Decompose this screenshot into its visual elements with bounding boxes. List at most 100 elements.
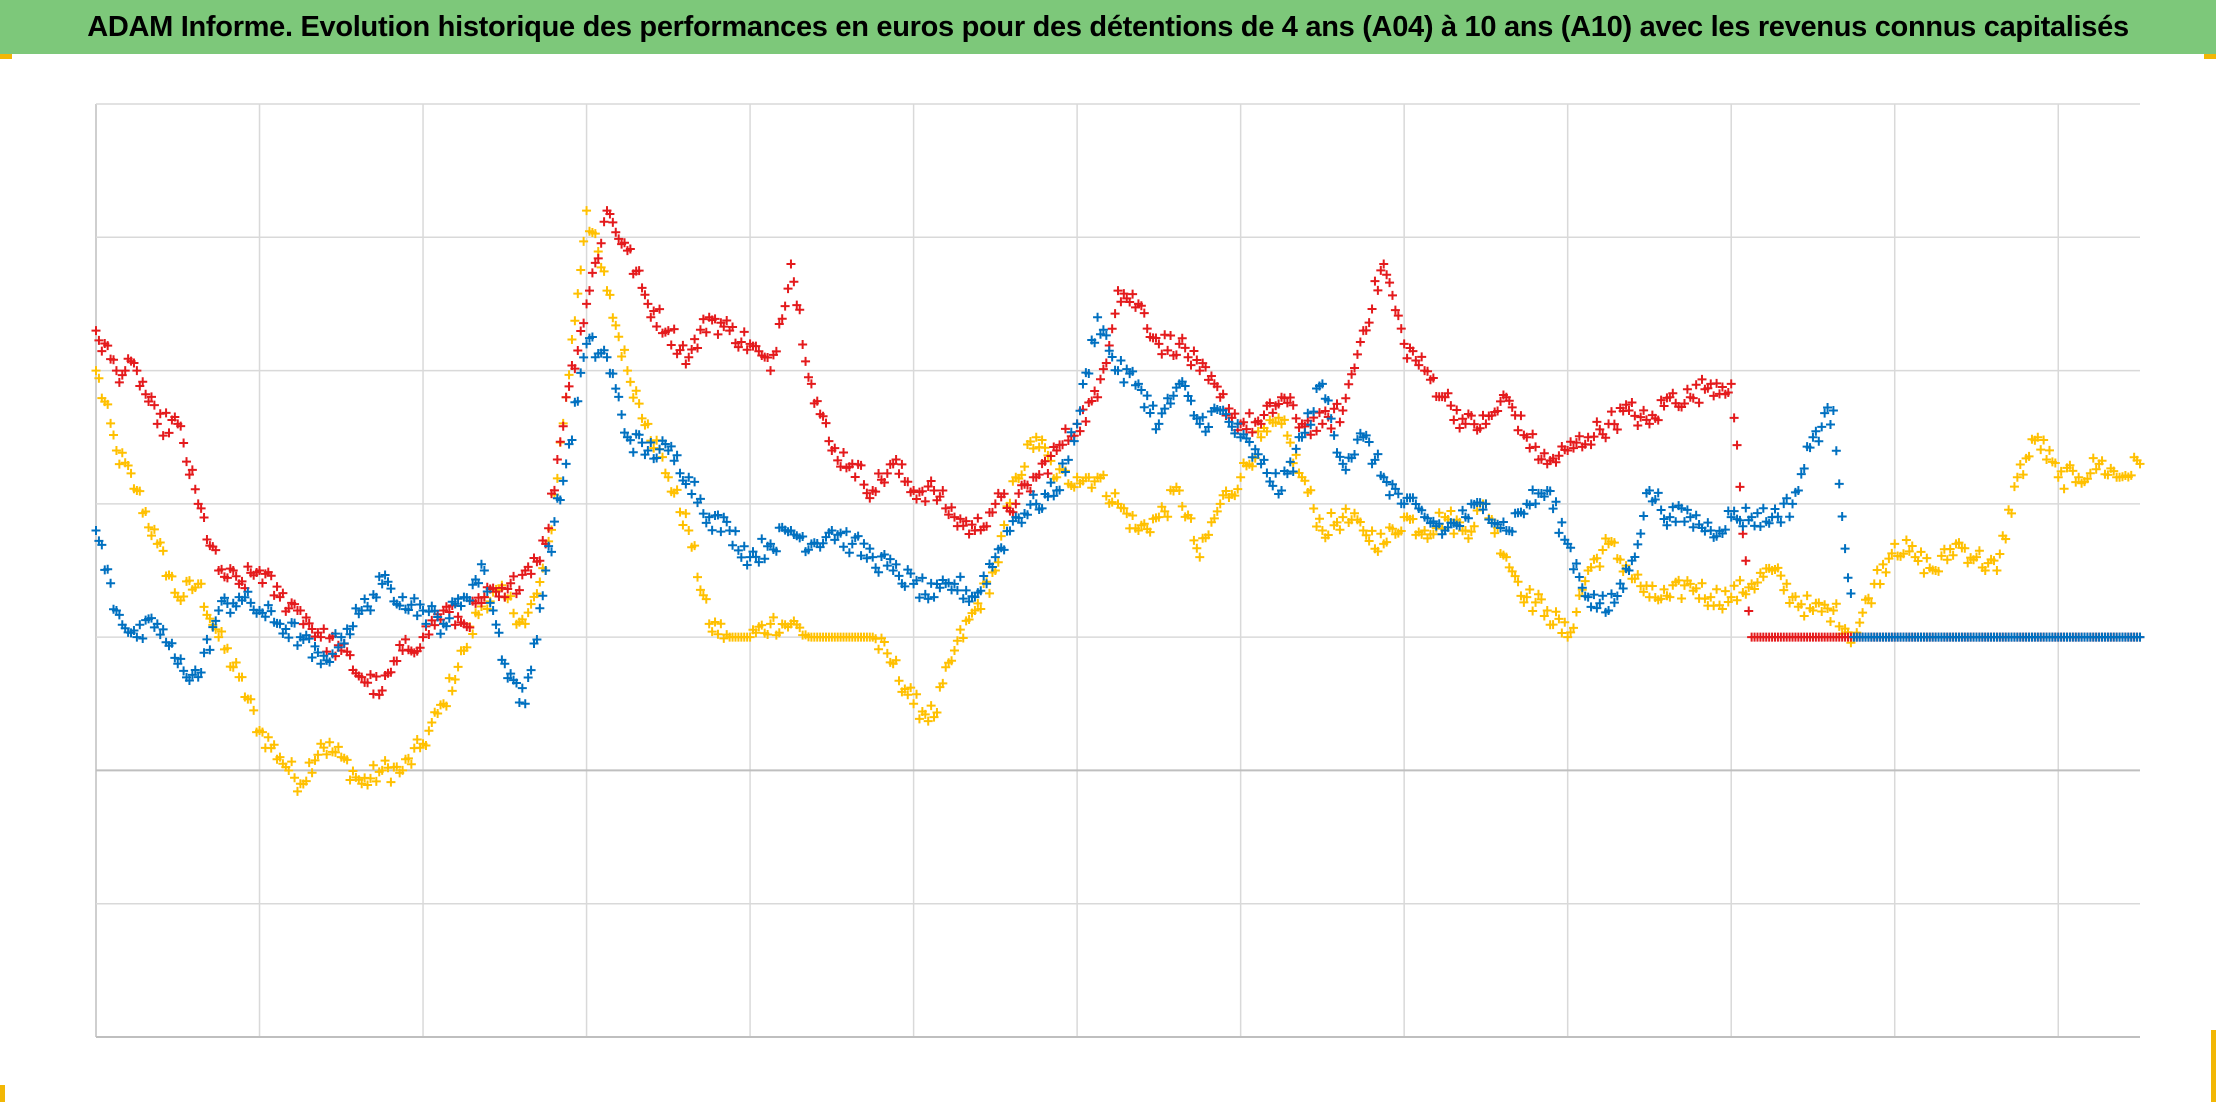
series-1-point-interp [365, 670, 375, 680]
series-3-point-interp [1332, 517, 1342, 527]
series-2-point-interp [409, 593, 419, 603]
series-1-point-interp [1571, 438, 1581, 448]
series-3-point [1747, 579, 1757, 589]
series-1-point-interp [739, 327, 749, 337]
series-1-point-interp [614, 234, 624, 244]
series-2-point [766, 539, 776, 549]
series-1-point-interp [257, 578, 267, 588]
series-1-point-interp [1551, 457, 1561, 467]
series-3-point-interp [1516, 591, 1526, 601]
series-2-point-interp [923, 594, 933, 604]
series-2-point-interp [1198, 412, 1208, 422]
series-2-point-interp [196, 668, 206, 678]
series-1-point-interp [476, 598, 486, 608]
series-3-point [1215, 499, 1225, 509]
series-3-point-interp [976, 604, 986, 614]
series-1-point-interp [1659, 401, 1669, 411]
series-2-point-interp [1755, 521, 1765, 531]
series-2-point [398, 592, 408, 602]
series-2-point-interp [348, 621, 358, 631]
series-3-point-interp [427, 717, 437, 727]
series-1-point-interp [798, 339, 808, 349]
series-3-point-interp [205, 614, 215, 624]
series-3-point-interp [920, 709, 930, 719]
series-2-point-interp [1058, 458, 1068, 468]
series-2-point-interp [579, 352, 589, 362]
series-2-point-interp [135, 620, 145, 630]
series-1-point-interp [386, 667, 396, 677]
series-2-point [888, 566, 898, 575]
series-1-point-interp [497, 583, 507, 593]
series-2-point [132, 632, 142, 642]
series-1-point-interp [1449, 415, 1459, 425]
series-1-point-interp [1268, 408, 1278, 418]
series-1-point-interp [1455, 423, 1465, 433]
series-1-point-interp [243, 562, 253, 572]
series-3-point-interp [1639, 587, 1649, 597]
series-1-point-interp [1224, 404, 1234, 414]
series-3-point-interp [290, 773, 300, 783]
series-1-point-interp [1408, 346, 1418, 356]
series-1-point-interp [164, 428, 174, 438]
series-2-point-interp [1609, 598, 1619, 608]
series-1-point-interp [882, 468, 892, 478]
series-3-point-interp [903, 690, 913, 700]
series-1-point [1726, 379, 1736, 389]
series-1-point-interp [138, 377, 148, 387]
series-1-point [786, 259, 796, 269]
series-3-point-interp [1528, 606, 1538, 616]
series-3-point [2033, 432, 2043, 442]
series-1-point-interp [1040, 456, 1050, 466]
series-2-point-interp [652, 453, 662, 463]
series-1-point-interp [187, 465, 197, 475]
series-3-point-interp [1163, 512, 1173, 522]
series-3-point-interp [1300, 476, 1310, 486]
series-2-point-interp [97, 540, 107, 550]
series-1-point-interp [1387, 290, 1397, 300]
series-3-point-interp [1314, 514, 1324, 524]
series-2-point-interp [351, 603, 361, 613]
series-2-point-interp [1592, 603, 1602, 613]
series-1-point-interp [1151, 333, 1161, 343]
series-1-point-interp [523, 562, 533, 572]
series-2-point-interp [1545, 486, 1555, 496]
series-3-point-interp [1233, 484, 1243, 494]
series-3-point-interp [345, 775, 355, 785]
series-2-point-interp [511, 678, 521, 688]
series-2-point-interp [1063, 455, 1073, 465]
series-2-point-interp [1548, 504, 1558, 514]
series-1-point-interp [1373, 285, 1383, 295]
series-3-point-interp [1519, 597, 1529, 607]
series-1-point-interp [859, 480, 869, 490]
series-2-point-interp [1104, 346, 1114, 356]
series-3-point-interp [1752, 578, 1762, 588]
series-1-point-interp [509, 571, 519, 581]
series-3-point [1031, 432, 1041, 442]
series-3-point-interp [567, 334, 577, 344]
series-2-point-interp [342, 624, 352, 634]
series-3-point-interp [1192, 543, 1202, 553]
series-1-point-interp [1513, 425, 1523, 435]
series-1-point [1195, 366, 1205, 376]
series-2-point-interp [386, 584, 396, 594]
series-2-point-interp [655, 444, 665, 454]
series-3-point [2012, 472, 2022, 482]
series-3-point-interp [1571, 607, 1581, 617]
series-1-point-interp [967, 520, 977, 530]
series-1-point-interp [266, 571, 276, 581]
series-2-point-interp [687, 489, 697, 499]
series-2-point-interp [1151, 424, 1161, 434]
series-3-point [929, 712, 939, 722]
series-3-point-interp [1367, 526, 1377, 536]
series-1-point-interp [698, 314, 708, 324]
series-3-point-interp [894, 676, 904, 686]
series-1-point-interp [1569, 443, 1579, 453]
series-1-point-interp [1095, 374, 1105, 384]
corner-mark-top-left [0, 54, 12, 59]
series-2-point-interp [1268, 481, 1278, 491]
series-3-point-interp [2097, 456, 2107, 466]
series-3-point-interp [1934, 566, 1944, 576]
series-1-point-interp [450, 620, 460, 630]
series-3-point-interp [1916, 547, 1926, 557]
series-1-point-interp [736, 337, 746, 347]
